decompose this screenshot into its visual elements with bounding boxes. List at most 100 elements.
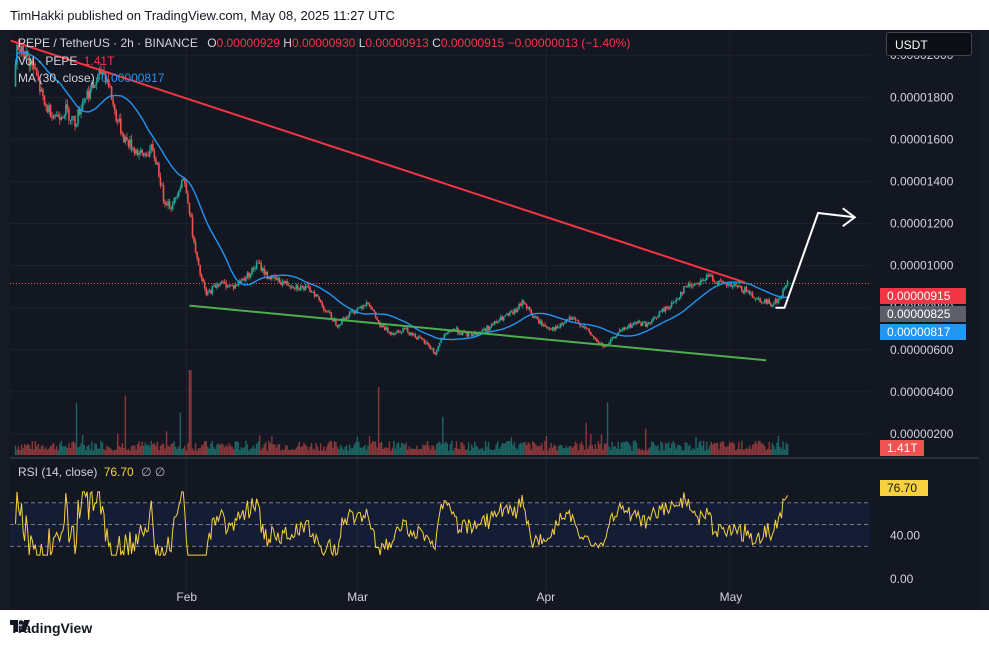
price-candle (579, 323, 581, 327)
volume-bar (460, 442, 462, 455)
volume-bar (661, 443, 664, 455)
volume-bar (455, 441, 458, 455)
chart-area[interactable]: 0.000020000.000018000.000016000.00001400… (10, 30, 979, 610)
price-candle (716, 281, 719, 285)
volume-bar (240, 447, 243, 455)
volume-bar (467, 442, 470, 455)
volume-bar (312, 448, 314, 455)
price-candle (564, 322, 566, 324)
price-candle (187, 193, 189, 203)
currency-button[interactable]: USDT (886, 32, 972, 56)
volume-bar (292, 449, 294, 455)
volume-bar (313, 449, 316, 455)
chart-canvas[interactable]: 0.000020000.000018000.000016000.00001400… (10, 30, 979, 610)
price-candle (234, 284, 237, 289)
volume-bar (730, 442, 732, 455)
volume-bar (716, 442, 719, 455)
price-candle (625, 328, 627, 330)
volume-bar (228, 443, 230, 455)
price-candle (359, 306, 362, 308)
price-candle (34, 68, 37, 70)
price-candle (589, 331, 592, 335)
price-candle (567, 318, 569, 320)
volume-bar (165, 431, 168, 455)
volume-bar (648, 448, 650, 455)
price-candle (210, 290, 212, 294)
volume-bar (336, 446, 339, 455)
price-candle (611, 336, 613, 340)
price-candle (95, 82, 98, 85)
price-candle (499, 316, 502, 321)
price-candle (658, 311, 661, 317)
time-axis-label: May (720, 590, 743, 604)
price-candle (361, 306, 363, 309)
volume-bar (112, 450, 114, 455)
price-candle (444, 332, 447, 335)
volume-bar (135, 449, 137, 455)
price-candle (36, 68, 38, 76)
volume-bar (142, 445, 145, 455)
ma-label[interactable]: MA (30, close) (18, 71, 95, 85)
volume-bar (397, 442, 400, 455)
price-candle (42, 89, 44, 96)
price-candle (303, 286, 305, 291)
volume-bar (434, 449, 436, 455)
tradingview-brand[interactable]: TradingView (10, 620, 92, 636)
price-candle (100, 68, 102, 75)
symbol-title[interactable]: PEPE / TetherUS · 2h · BINANCE (18, 36, 198, 50)
price-candle (490, 323, 493, 327)
price-candle (641, 322, 644, 326)
volume-bar (529, 443, 531, 455)
volume-bar (516, 449, 519, 455)
price-candle (574, 318, 577, 321)
volume-bar (706, 441, 708, 455)
volume-bar (754, 440, 757, 455)
price-candle (750, 293, 752, 295)
rsi-label[interactable]: RSI (14, close) (18, 465, 98, 479)
price-candle (679, 292, 682, 298)
price-candle (603, 346, 606, 348)
price-candle (147, 155, 150, 157)
volume-bar (126, 449, 128, 455)
volume-bar (503, 443, 505, 455)
volume-bar (435, 444, 438, 455)
price-candle (31, 61, 34, 65)
price-candle (620, 329, 623, 331)
volume-bar (680, 446, 682, 455)
price-candle (760, 302, 763, 304)
price-candle (773, 303, 775, 305)
price-candle (765, 299, 768, 304)
volume-bar (692, 448, 694, 455)
volume-bar (22, 447, 24, 455)
volume-bar (747, 448, 749, 455)
price-candle (344, 317, 346, 321)
volume-bar (347, 450, 349, 455)
volume-bar (300, 447, 302, 455)
volume-value: 1.41T (83, 54, 115, 68)
price-candle (338, 324, 340, 328)
volume-tag: 1.41T (880, 440, 924, 456)
price-candle (110, 86, 113, 100)
volume-bar (641, 449, 644, 455)
volume-bar (687, 446, 690, 455)
volume-bar (275, 447, 278, 455)
volume-bar (138, 441, 140, 455)
volume-bar (550, 443, 552, 455)
volume-bar (767, 448, 769, 455)
volume-bar (513, 441, 516, 455)
price-candle (267, 277, 270, 279)
price-candle (379, 322, 381, 328)
volume-bar (562, 448, 564, 455)
volume-bar (551, 447, 554, 455)
volume-bar (464, 449, 467, 455)
price-candle (531, 314, 534, 318)
time-axis-label: Apr (537, 590, 556, 604)
volume-label[interactable]: Vol · PEPE (18, 54, 78, 68)
volume-bar (69, 447, 72, 455)
volume-bar (701, 445, 703, 455)
volume-bar (277, 444, 279, 455)
price-candle (661, 308, 664, 312)
volume-bar (493, 449, 496, 455)
volume-bar (146, 445, 148, 455)
price-candle (278, 277, 281, 283)
